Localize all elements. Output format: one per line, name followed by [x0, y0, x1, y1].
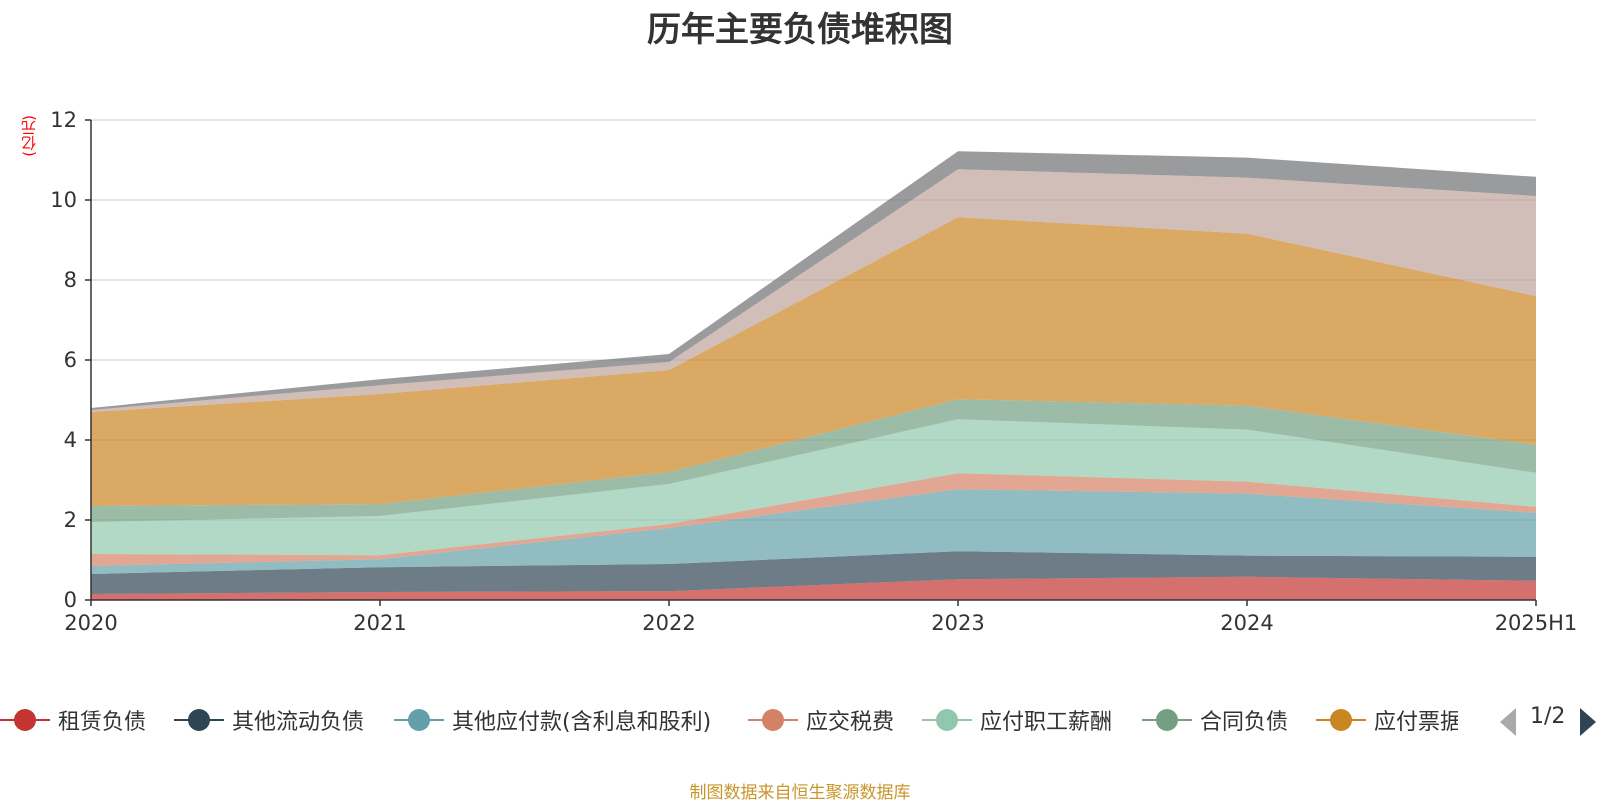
chart-title: 历年主要负债堆积图 [647, 10, 953, 50]
y-tick-label: 4 [64, 428, 77, 452]
legend-label: 应交税费 [806, 710, 895, 735]
legend-item[interactable]: 租赁负债 [0, 702, 146, 738]
y-tick-label: 2 [64, 508, 77, 532]
legend-pager: 1/2 [1500, 702, 1600, 738]
y-tick-label: 0 [64, 588, 77, 612]
x-tick-label: 2024 [1220, 611, 1273, 635]
x-tick-label: 2025H1 [1495, 611, 1578, 635]
x-tick-label: 2022 [642, 611, 695, 635]
area-series [91, 419, 1536, 556]
legend: 租赁负债 其他流动负债 其他应付款(含利息和股利) 应交税费 应付职工薪酬 合同… [0, 702, 1600, 738]
legend-marker-icon [394, 702, 444, 738]
data-source-note: 制图数据来自恒生聚源数据库 [689, 783, 911, 803]
legend-page-indicator: 1/2 [1530, 704, 1566, 729]
legend-marker-icon [174, 702, 224, 738]
area-series [91, 489, 1536, 574]
legend-label: 其他流动负债 [232, 710, 365, 735]
y-tick-label: 8 [64, 268, 77, 292]
x-tick-label: 2020 [64, 611, 117, 635]
legend-label: 租赁负债 [58, 710, 147, 735]
legend-marker-icon [922, 702, 972, 738]
area-series [91, 151, 1536, 410]
legend-item[interactable]: 应付职工薪酬 [922, 702, 1112, 738]
y-tick-label: 10 [50, 188, 77, 212]
legend-marker-icon [1316, 702, 1366, 738]
legend-label: 合同负债 [1200, 710, 1289, 735]
area-series [91, 399, 1536, 522]
legend-item[interactable]: 应交税费 [748, 702, 894, 738]
legend-marker-icon [748, 702, 798, 738]
legend-item[interactable]: 应付票据 [1316, 702, 1458, 738]
legend-label: 应付职工薪酬 [980, 710, 1113, 735]
legend-item[interactable]: 合同负债 [1142, 702, 1288, 738]
legend-marker-icon [0, 702, 50, 738]
previous-page-icon[interactable] [1500, 708, 1516, 736]
legend-item[interactable]: 其他流动负债 [174, 702, 364, 738]
area-series [91, 551, 1536, 594]
legend-item[interactable]: 其他应付款(含利息和股利) [394, 702, 711, 738]
x-tick-label: 2023 [931, 611, 984, 635]
legend-label: 应付票据 [1374, 710, 1458, 735]
next-page-icon[interactable] [1580, 708, 1596, 736]
area-series [91, 217, 1536, 506]
area-series [91, 473, 1536, 566]
area-series [91, 169, 1536, 412]
legend-marker-icon [1142, 702, 1192, 738]
y-tick-label: 12 [50, 108, 77, 132]
legend-label: 其他应付款(含利息和股利) [452, 710, 712, 735]
x-tick-label: 2021 [353, 611, 406, 635]
area-series [91, 576, 1536, 600]
y-tick-label: 6 [64, 348, 77, 372]
